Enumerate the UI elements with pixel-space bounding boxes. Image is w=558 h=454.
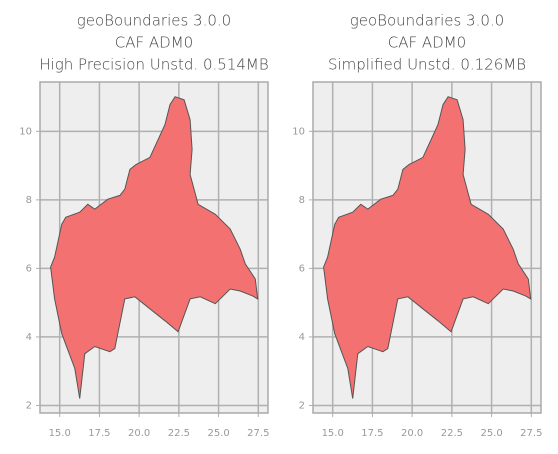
- y-tick-label: 4: [299, 332, 305, 343]
- y-tick-label: 10: [19, 126, 32, 137]
- y-tick-label: 2: [26, 400, 32, 411]
- chart-title: CAF ADM0: [388, 34, 466, 52]
- country-shape: [50, 96, 259, 399]
- x-tick-label: 25.0: [480, 428, 502, 439]
- x-tick-label: 22.5: [168, 428, 190, 439]
- x-tick-label: 17.5: [88, 428, 110, 439]
- y-tick-label: 6: [299, 263, 305, 274]
- y-tick-label: 6: [26, 263, 32, 274]
- chart-title: Simplified Unstd. 0.126MB: [328, 56, 526, 74]
- chart-title: geoBoundaries 3.0.0: [350, 12, 504, 30]
- x-tick-label: 20.0: [128, 428, 150, 439]
- y-tick-label: 10: [292, 126, 305, 137]
- x-tick-label: 22.5: [441, 428, 463, 439]
- chart-title: CAF ADM0: [115, 34, 193, 52]
- y-tick-label: 8: [26, 195, 32, 206]
- x-tick-label: 20.0: [401, 428, 423, 439]
- x-tick-label: 17.5: [361, 428, 383, 439]
- x-tick-label: 27.5: [520, 428, 542, 439]
- x-tick-label: 15.0: [49, 428, 71, 439]
- x-tick-label: 15.0: [322, 428, 344, 439]
- y-tick-label: 2: [299, 400, 305, 411]
- chart-title: geoBoundaries 3.0.0: [77, 12, 231, 30]
- country-shape: [323, 96, 532, 399]
- x-tick-label: 25.0: [207, 428, 229, 439]
- chart-title: High Precision Unstd. 0.514MB: [39, 56, 268, 74]
- x-tick-label: 27.5: [247, 428, 269, 439]
- y-tick-label: 8: [299, 195, 305, 206]
- plot-frame: [39, 81, 269, 414]
- plot-frame: [312, 81, 542, 414]
- y-tick-label: 4: [26, 332, 32, 343]
